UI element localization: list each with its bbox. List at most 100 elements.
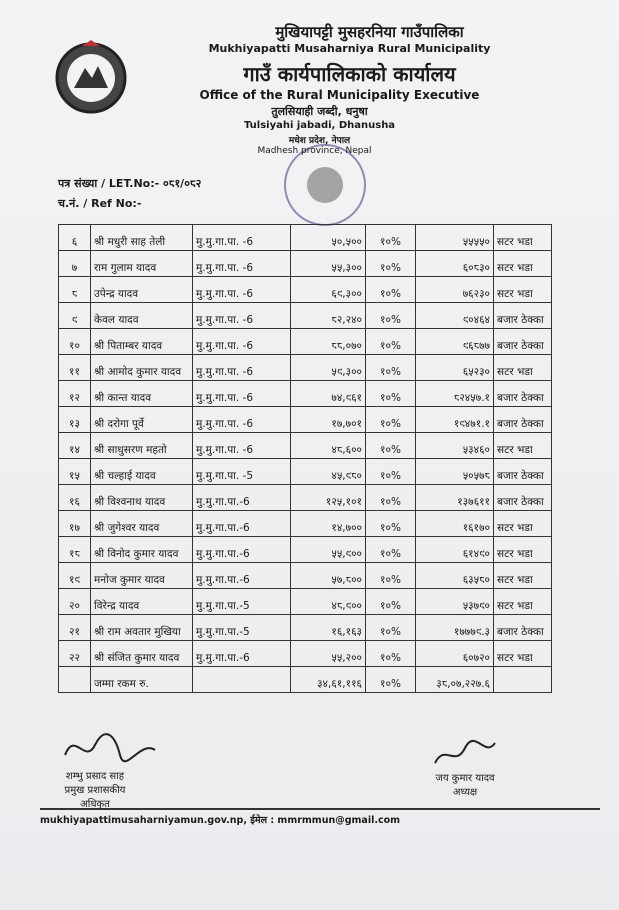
- signature-left: शम्भु प्रसाद साह प्रमुख प्रशासकीय अधिकृत: [50, 768, 140, 810]
- signer-title: प्रमुख प्रशासकीय अधिकृत: [64, 785, 126, 810]
- total-amount: ३४,६१,११६: [290, 666, 366, 693]
- total-cell: ६०७२०: [415, 640, 494, 667]
- address-cell: मु.मु.गा.पा.-5: [192, 588, 291, 615]
- amount-cell: ५९,३००: [290, 354, 366, 381]
- address-cell: मु.मु.गा.पा. -6: [192, 250, 291, 277]
- table-row: ११ श्री आमोद कुमार यादव मु.मु.गा.पा. -6 ५९,…: [58, 354, 552, 381]
- table-row: १५ श्री चल्हाई यादव मु.मु.गा.पा. -5 ४५,९८० १…: [58, 458, 552, 485]
- total-cell: १९४७१.१: [415, 406, 494, 433]
- signature-right: जय कुमार यादव अध्यक्ष: [420, 770, 510, 798]
- letter-number: पत्र संख्या / LET.No:- ०८१/०८२: [58, 177, 202, 190]
- percent-cell: १०%: [365, 380, 416, 407]
- address-cell: मु.मु.गा.पा.-6: [192, 640, 291, 667]
- total-row: जम्मा रकम रु. ३४,६१,११६ १०% ३८,०७,२२७.६: [58, 666, 552, 693]
- percent-cell: १०%: [365, 354, 416, 381]
- address-cell: मु.मु.गा.पा.-6: [192, 562, 291, 589]
- ref-number: च.नं. / Ref No:-: [58, 197, 142, 210]
- table-row: १२ श्री कान्त यादव मु.मु.गा.पा. -6 ७४,९६१ १०…: [58, 380, 552, 407]
- type-cell: बजार ठेक्का: [493, 406, 552, 433]
- office-ne: गाउँ कार्यपालिकाको कार्यालय: [243, 62, 456, 86]
- amount-cell: १७,७०१: [290, 406, 366, 433]
- percent-cell: १०%: [365, 328, 416, 355]
- address-ne: तुलसियाही जब्दी, धनुषा: [271, 105, 368, 118]
- amount-cell: ४५,९८०: [290, 458, 366, 485]
- province-en: Madhesh province, Nepal: [257, 146, 372, 156]
- serial-cell: १०: [58, 328, 91, 355]
- total-cell: ८२४५७.१: [415, 380, 494, 407]
- percent-cell: १०%: [365, 562, 416, 589]
- address-cell: मु.मु.गा.पा. -6: [192, 302, 291, 329]
- type-cell: सटर भडा: [493, 432, 552, 459]
- type-cell: बजार ठेक्का: [493, 614, 552, 641]
- name-cell: श्री आमोद कुमार यादव: [90, 354, 193, 381]
- type-cell: बजार ठेक्का: [493, 328, 552, 355]
- percent-cell: १०%: [365, 406, 416, 433]
- name-cell: श्री विनोद कुमार यादव: [90, 536, 193, 563]
- name-cell: श्री संजित कुमार यादव: [90, 640, 193, 667]
- type-cell: बजार ठेक्का: [493, 302, 552, 329]
- type-cell: बजार ठेक्का: [493, 458, 552, 485]
- type-cell: सटर भडा: [493, 250, 552, 277]
- amount-cell: ४८,६००: [290, 432, 366, 459]
- address-cell: मु.मु.गा.पा. -6: [192, 354, 291, 381]
- percent-cell: १०%: [365, 614, 416, 641]
- address-cell: मु.मु.गा.पा. -6: [192, 276, 291, 303]
- table-row: १६ श्री विश्वनाथ यादव मु.मु.गा.पा.-6 १२५,१०…: [58, 484, 552, 511]
- total-cell: ९०४६४: [415, 302, 494, 329]
- name-ne: मुखियापट्टी मुसहरनिया गाउँपालिका: [275, 23, 464, 41]
- signature-scribble: [64, 733, 156, 763]
- total-cell: ५५५५०: [415, 224, 494, 251]
- type-cell: सटर भडा: [493, 224, 552, 251]
- serial-cell: ७: [58, 250, 91, 277]
- percent-cell: १०%: [365, 276, 416, 303]
- total-cell: ६०८३०: [415, 250, 494, 277]
- type-cell: बजार ठेक्का: [493, 484, 552, 511]
- address-cell: मु.मु.गा.पा. -6: [192, 406, 291, 433]
- address-cell: मु.मु.गा.पा. -5: [192, 458, 291, 485]
- amount-cell: ७४,९६१: [290, 380, 366, 407]
- percent-cell: १०%: [365, 458, 416, 485]
- table-row: १४ श्री साधुसरण महतो मु.मु.गा.पा. -6 ४८,६००…: [58, 432, 552, 459]
- type-cell: सटर भडा: [493, 510, 552, 537]
- total-cell: ९६८७७: [415, 328, 494, 355]
- type-cell: बजार ठेक्का: [493, 380, 552, 407]
- address-cell: मु.मु.गा.पा. -6: [192, 224, 291, 251]
- type-cell: सटर भडा: [493, 354, 552, 381]
- signature-scribble: [434, 740, 496, 764]
- serial-cell: १३: [58, 406, 91, 433]
- table-row: १८ श्री विनोद कुमार यादव मु.मु.गा.पा.-6 ५५,…: [58, 536, 552, 563]
- address-cell: मु.मु.गा.पा.-6: [192, 510, 291, 537]
- percent-cell: १०%: [365, 302, 416, 329]
- total-cell: ५३७९०: [415, 588, 494, 615]
- total-cell: ७६२३०: [415, 276, 494, 303]
- type-cell: सटर भडा: [493, 562, 552, 589]
- serial-cell: १६: [58, 484, 91, 511]
- logo: [55, 40, 127, 114]
- amount-cell: १२५,१०१: [290, 484, 366, 511]
- name-cell: मनोज कुमार यादव: [90, 562, 193, 589]
- footer-contact: mukhiyapattimusaharniyamun.gov.np, ईमेल …: [40, 808, 600, 826]
- table-row: १९ मनोज कुमार यादव मु.मु.गा.पा.-6 ५७,८०० १०%…: [58, 562, 552, 589]
- name-cell: केवल यादव: [90, 302, 193, 329]
- amount-cell: ५०,५००: [290, 224, 366, 251]
- address-cell: मु.मु.गा.पा. -6: [192, 380, 291, 407]
- total-cell: १३७६११: [415, 484, 494, 511]
- serial-cell: २१: [58, 614, 91, 641]
- address-cell: मु.मु.गा.पा. -6: [192, 328, 291, 355]
- address-en: Tulsiyahi jabadi, Dhanusha: [243, 120, 396, 131]
- amount-cell: ५५,९००: [290, 536, 366, 563]
- percent-cell: १०%: [365, 484, 416, 511]
- percent-cell: १०%: [365, 224, 416, 251]
- table-row: २० विरेन्द्र यादव मु.मु.गा.पा.-5 ४८,९०० १०% ५…: [58, 588, 552, 615]
- percent-cell: १०%: [365, 588, 416, 615]
- amount-cell: ८२,२४०: [290, 302, 366, 329]
- signer-name: शम्भु प्रसाद साह: [65, 771, 125, 782]
- type-cell: सटर भडा: [493, 588, 552, 615]
- serial-cell: १५: [58, 458, 91, 485]
- name-cell: श्री जुगेश्वर यादव: [90, 510, 193, 537]
- table-row: २१ श्री राम अवतार मुखिया मु.मु.गा.पा.-5 १६,…: [58, 614, 552, 641]
- table-row: ७ राम गुलाम यादव मु.मु.गा.पा. -6 ५५,३०० १०% ६…: [58, 250, 552, 277]
- amount-cell: ६९,३००: [290, 276, 366, 303]
- serial-cell: ८: [58, 276, 91, 303]
- percent-cell: १०%: [365, 432, 416, 459]
